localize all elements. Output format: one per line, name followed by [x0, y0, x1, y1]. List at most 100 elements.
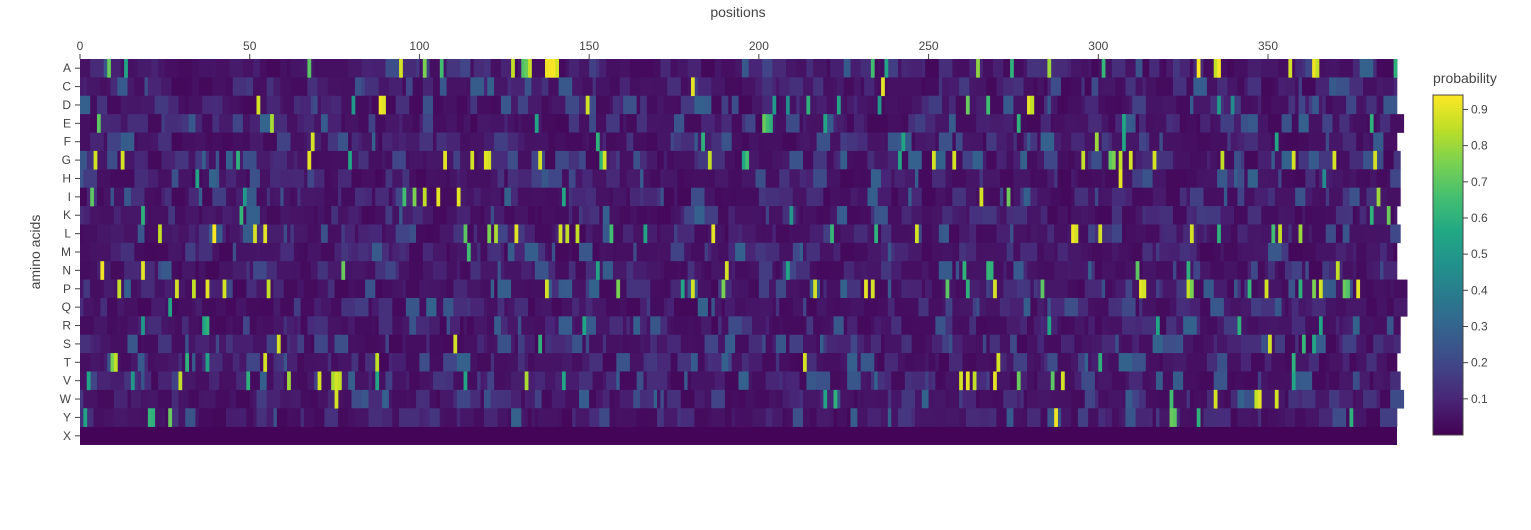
heatmap-cell — [110, 224, 125, 244]
heatmap-cell — [1223, 316, 1238, 336]
heatmap-cell — [802, 389, 817, 409]
heatmap-cell — [215, 297, 227, 317]
heatmap-cell — [412, 114, 420, 133]
heatmap-cell — [1125, 77, 1130, 97]
heatmap-cell — [602, 132, 607, 152]
heatmap-cell — [568, 169, 576, 188]
heatmap-cell — [331, 297, 342, 317]
heatmap-cell — [86, 150, 98, 170]
heatmap-cell — [477, 169, 492, 188]
heatmap-cell — [1132, 187, 1143, 207]
heatmap-cell — [134, 150, 145, 170]
heatmap-cell — [809, 408, 817, 427]
heatmap-cell — [419, 279, 430, 299]
heatmap-cell — [249, 389, 254, 409]
heatmap-cell — [955, 59, 970, 78]
heatmap-cell — [694, 150, 699, 170]
heatmap-cell — [779, 169, 790, 188]
heatmap-cell — [690, 371, 705, 391]
heatmap-cell — [256, 150, 271, 170]
heatmap-cell — [735, 59, 743, 78]
heatmap-cell — [887, 132, 899, 152]
heatmap-cell — [1128, 371, 1143, 391]
heatmap-cell — [110, 77, 118, 97]
heatmap-cell — [585, 316, 597, 336]
heatmap-cell — [646, 408, 658, 427]
heatmap-cell — [565, 59, 570, 78]
heatmap-cell — [976, 114, 987, 133]
heatmap-cell — [1227, 371, 1235, 391]
heatmap-cell — [147, 316, 162, 336]
heatmap-cell — [1196, 114, 1201, 133]
heatmap-cell — [307, 242, 322, 262]
heatmap-cell — [969, 224, 977, 244]
heatmap-cell — [419, 353, 430, 372]
heatmap-cell — [741, 353, 749, 372]
heatmap-cell — [677, 408, 682, 427]
heatmap-cell — [887, 59, 899, 78]
heatmap-cell-D-80 — [351, 95, 356, 115]
heatmap-cell — [348, 59, 363, 78]
heatmap-cell — [653, 59, 661, 78]
heatmap-cell — [365, 334, 379, 354]
heatmap-cell — [612, 261, 627, 280]
heatmap-cell — [674, 316, 688, 336]
heatmap-cell — [1356, 95, 1364, 115]
colorbar-tick-label: 0.5 — [1471, 247, 1488, 261]
heatmap-cell-P-269 — [993, 279, 997, 299]
heatmap-cell — [385, 169, 393, 188]
heatmap-cell — [504, 206, 515, 225]
heatmap-cell — [606, 114, 620, 133]
heatmap-cell — [443, 297, 454, 317]
heatmap-cell — [137, 371, 142, 391]
heatmap-cell — [1098, 206, 1113, 225]
heatmap-cell — [959, 316, 963, 336]
heatmap-cell — [1251, 408, 1259, 427]
heatmap-cell-D-88 — [378, 95, 383, 115]
heatmap-cell — [371, 371, 376, 391]
heatmap-cell — [986, 132, 997, 152]
heatmap-cell — [463, 224, 475, 244]
heatmap-cell — [521, 389, 525, 409]
heatmap-cell — [1322, 95, 1327, 115]
heatmap-cell — [405, 334, 413, 354]
heatmap-cell — [405, 279, 420, 299]
heatmap-cell — [517, 261, 522, 280]
heatmap-cell — [1050, 297, 1065, 317]
heatmap-cell — [351, 132, 359, 152]
heatmap-cell — [419, 408, 424, 427]
heatmap-cell — [1318, 353, 1327, 372]
heatmap-cell-T-357 — [1291, 353, 1296, 372]
heatmap-cell — [565, 389, 580, 409]
heatmap-cell — [168, 316, 176, 336]
heatmap-cell-V-269 — [993, 371, 997, 391]
heatmap-cell — [650, 169, 661, 188]
heatmap-cell — [433, 95, 444, 115]
heatmap-cell — [619, 114, 624, 133]
heatmap-cell — [249, 114, 261, 133]
heatmap-cell — [823, 279, 828, 299]
heatmap-cell — [256, 187, 267, 207]
heatmap-cell — [881, 224, 892, 244]
heatmap-cell — [229, 316, 234, 336]
heatmap-cell — [687, 261, 695, 280]
heatmap-cell — [942, 224, 950, 244]
heatmap-cell — [388, 389, 393, 409]
heatmap-cell — [565, 187, 570, 207]
heatmap-cell — [636, 408, 648, 427]
heatmap-cell — [999, 334, 1011, 354]
heatmap-cell — [103, 132, 108, 152]
heatmap-cell — [280, 242, 295, 262]
heatmap-cell — [1213, 334, 1218, 354]
heatmap-cell — [443, 334, 454, 354]
heatmap-cell — [290, 77, 295, 97]
heatmap-cell — [541, 114, 556, 133]
heatmap-cell — [307, 77, 318, 97]
heatmap-cell — [626, 187, 631, 207]
heatmap-cell — [782, 316, 794, 336]
heatmap-cell — [232, 279, 247, 299]
heatmap-cell — [1037, 132, 1041, 152]
heatmap-cell-L-39 — [212, 224, 217, 244]
heatmap-cell — [1179, 242, 1191, 262]
heatmap-cell — [714, 187, 722, 207]
